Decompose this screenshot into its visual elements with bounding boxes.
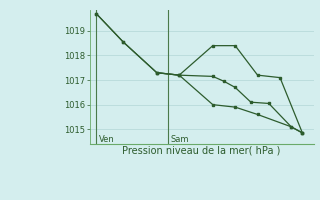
X-axis label: Pression niveau de la mer( hPa ): Pression niveau de la mer( hPa ) xyxy=(123,145,281,155)
Text: Sam: Sam xyxy=(170,135,189,144)
Text: Ven: Ven xyxy=(99,135,114,144)
